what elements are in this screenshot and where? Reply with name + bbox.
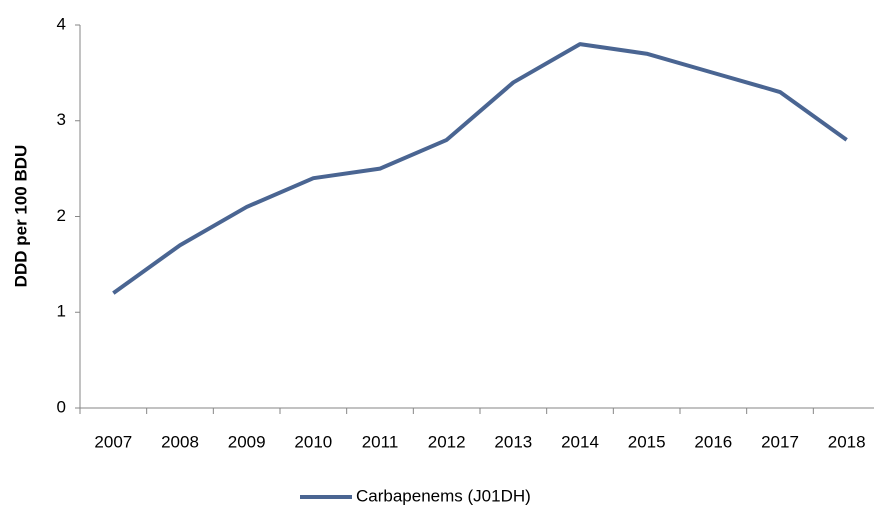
x-tick-label: 2007 (94, 432, 132, 451)
x-tick-label: 2015 (628, 432, 666, 451)
x-tick-label: 2014 (561, 432, 599, 451)
data-line (112, 42, 848, 295)
y-tick-label: 0 (57, 397, 66, 416)
x-tick-label: 2012 (428, 432, 466, 451)
y-axis-title: DDD per 100 BDU (11, 145, 30, 288)
x-tick-label: 2010 (294, 432, 332, 451)
x-tick-label: 2018 (828, 432, 866, 451)
y-tick-label: 3 (57, 110, 66, 129)
y-tick-label: 1 (57, 302, 66, 321)
x-tick-label: 2011 (362, 432, 399, 451)
y-tick-label: 4 (57, 14, 66, 33)
x-tick-label: 2008 (161, 432, 199, 451)
x-tick-label: 2009 (228, 432, 266, 451)
y-tick-label: 2 (57, 206, 66, 225)
legend-label: Carbapenems (J01DH) (356, 486, 531, 505)
x-tick-label: 2013 (494, 432, 532, 451)
x-tick-label: 2016 (694, 432, 732, 451)
x-tick-label: 2017 (761, 432, 799, 451)
